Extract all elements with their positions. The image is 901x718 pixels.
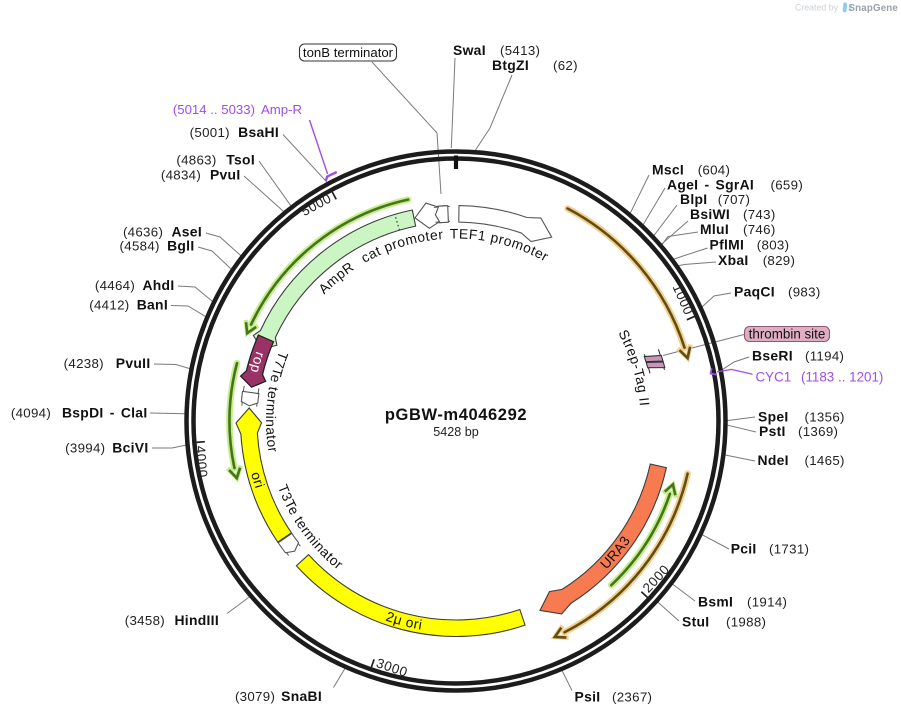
svg-text:pGBW-m4046292: pGBW-m4046292	[385, 406, 527, 424]
svg-text:(1369): (1369)	[798, 424, 838, 439]
svg-text:(604): (604)	[698, 163, 731, 178]
svg-text:(3994): (3994)	[65, 441, 105, 456]
svg-text:SnaBI: SnaBI	[281, 688, 322, 704]
svg-text:ori: ori	[248, 470, 267, 490]
svg-text:(3458): (3458)	[125, 613, 165, 628]
svg-text:PsiI: PsiI	[575, 689, 601, 705]
svg-text:(4584): (4584)	[120, 239, 160, 254]
svg-text:tonB terminator: tonB terminator	[303, 45, 394, 60]
svg-text:BsaHI: BsaHI	[238, 124, 279, 140]
svg-text:(4238): (4238)	[64, 356, 104, 371]
svg-text:BtgZI: BtgZI	[492, 57, 529, 73]
svg-text:PflMI: PflMI	[710, 237, 745, 253]
svg-text:(746): (746)	[743, 222, 776, 237]
svg-text:Created by: Created by	[795, 3, 839, 13]
svg-text:(5413): (5413)	[500, 43, 540, 58]
svg-text:NdeI: NdeI	[758, 452, 789, 468]
svg-text:(4834): (4834)	[161, 168, 201, 183]
svg-text:SpeI: SpeI	[758, 409, 789, 425]
svg-text:(2367): (2367)	[612, 690, 652, 705]
svg-text:(4863): (4863)	[176, 153, 216, 168]
svg-text:BspDI - ClaI: BspDI - ClaI	[62, 405, 148, 421]
svg-text:StuI: StuI	[682, 614, 709, 630]
svg-text:(1731): (1731)	[769, 542, 809, 557]
svg-text:(803): (803)	[757, 238, 790, 253]
svg-text:5428 bp: 5428 bp	[433, 425, 479, 439]
svg-text:(1183 .. 1201): (1183 .. 1201)	[801, 370, 883, 385]
svg-text:SwaI: SwaI	[453, 42, 486, 58]
svg-text:BsiWI: BsiWI	[690, 206, 730, 222]
svg-text:(62): (62)	[553, 58, 578, 73]
svg-text:MscI: MscI	[652, 162, 684, 178]
svg-text:AseI: AseI	[171, 224, 202, 240]
svg-text:BciVI: BciVI	[112, 440, 148, 456]
svg-text:PstI: PstI	[759, 423, 786, 439]
svg-text:(1988): (1988)	[726, 615, 766, 630]
svg-text:(659): (659)	[771, 178, 804, 193]
svg-text:(1356): (1356)	[805, 410, 845, 425]
svg-text:(1194): (1194)	[805, 349, 844, 364]
svg-text:BlpI: BlpI	[680, 191, 707, 207]
svg-text:PciI: PciI	[731, 541, 757, 557]
svg-text:(1465): (1465)	[805, 453, 845, 468]
svg-text:(4094): (4094)	[11, 406, 51, 421]
svg-text:BseRI: BseRI	[752, 348, 793, 364]
svg-text:rop: rop	[247, 350, 267, 375]
svg-text:XbaI: XbaI	[718, 252, 749, 268]
svg-text:AgeI - SgrAI: AgeI - SgrAI	[667, 177, 754, 193]
svg-text:(4636): (4636)	[123, 225, 163, 240]
svg-text:TsoI: TsoI	[226, 152, 255, 168]
svg-text:(3079): (3079)	[235, 689, 275, 704]
svg-text:SnapGene: SnapGene	[848, 3, 898, 14]
svg-text:AhdI: AhdI	[142, 277, 174, 293]
svg-text:(5014 .. 5033): (5014 .. 5033)	[173, 102, 255, 117]
svg-text:CYC1: CYC1	[756, 370, 792, 385]
svg-text:4000: 4000	[193, 445, 211, 478]
svg-text:HindIII: HindIII	[174, 612, 219, 628]
svg-text:PvuI: PvuI	[210, 167, 241, 183]
svg-text:(829): (829)	[763, 253, 796, 268]
svg-text:(5001): (5001)	[190, 125, 230, 140]
svg-text:(4464): (4464)	[95, 278, 135, 293]
svg-text:PvuII: PvuII	[116, 355, 151, 371]
svg-text:PaqCI: PaqCI	[734, 284, 775, 300]
svg-text:thrombin site: thrombin site	[749, 326, 826, 341]
svg-text:BglI: BglI	[167, 238, 194, 254]
svg-text:Amp-R: Amp-R	[261, 102, 302, 117]
svg-text:BanI: BanI	[137, 297, 168, 313]
svg-text:(1914): (1914)	[747, 595, 787, 610]
svg-text:(4412): (4412)	[89, 298, 129, 313]
svg-text:BsmI: BsmI	[698, 594, 733, 610]
svg-text:MluI: MluI	[700, 221, 729, 237]
svg-text:(983): (983)	[788, 285, 821, 300]
svg-text:(743): (743)	[743, 207, 776, 222]
svg-text:(707): (707)	[718, 192, 751, 207]
